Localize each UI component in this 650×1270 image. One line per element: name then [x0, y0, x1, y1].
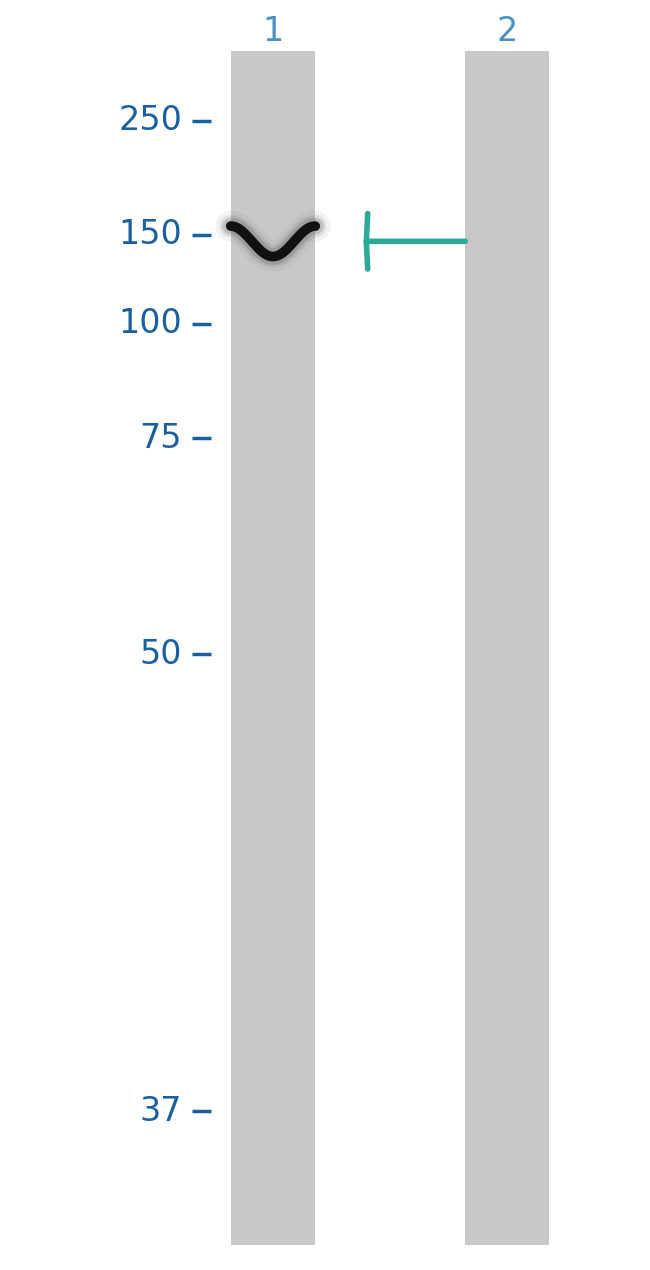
Text: 2: 2: [497, 15, 517, 48]
Bar: [465, 51, 549, 1245]
Text: 1: 1: [263, 15, 283, 48]
Text: 250: 250: [118, 104, 182, 137]
Text: 150: 150: [118, 218, 182, 251]
Bar: [231, 51, 315, 1245]
Text: 75: 75: [140, 422, 182, 455]
Text: 100: 100: [118, 307, 182, 340]
Text: 50: 50: [140, 638, 182, 671]
Text: 37: 37: [140, 1095, 182, 1128]
